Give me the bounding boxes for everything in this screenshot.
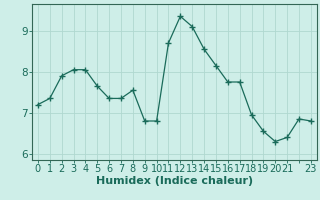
X-axis label: Humidex (Indice chaleur): Humidex (Indice chaleur) (96, 176, 253, 186)
